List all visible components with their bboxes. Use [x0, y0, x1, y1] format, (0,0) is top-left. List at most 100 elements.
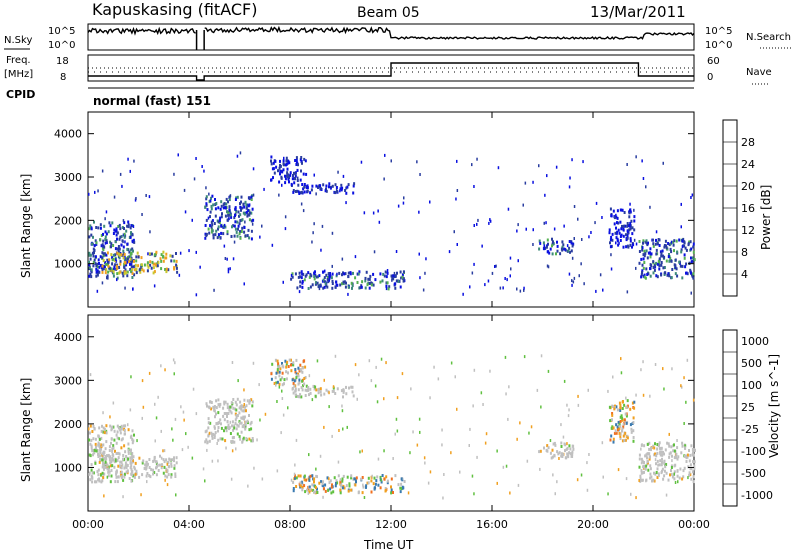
heatmap-cell	[102, 411, 104, 415]
colorbar-tick-label: 500	[741, 357, 762, 370]
heatmap-cell	[165, 458, 168, 462]
heatmap-cell	[210, 207, 213, 211]
heatmap-cell	[337, 460, 340, 464]
heatmap-cell	[562, 453, 564, 457]
heatmap-cell	[295, 161, 298, 165]
heatmap-cell	[277, 366, 280, 370]
heatmap-cell	[239, 151, 242, 155]
heatmap-cell	[173, 466, 176, 470]
heatmap-cell	[235, 209, 238, 213]
heatmap-cell	[571, 283, 573, 287]
heatmap-cell	[250, 198, 253, 201]
heatmap-cell	[652, 238, 654, 242]
heatmap-cell	[248, 236, 251, 240]
heatmap-cell	[635, 266, 637, 270]
heatmap-cell	[482, 403, 484, 406]
heatmap-cell	[595, 201, 598, 205]
heatmap-cell	[228, 408, 231, 412]
heatmap-cell	[610, 214, 613, 218]
heatmap-cell	[106, 276, 108, 280]
heatmap-cell	[485, 432, 488, 436]
heatmap-cell	[234, 421, 237, 425]
heatmap-cell	[212, 405, 215, 409]
heatmap-cell	[645, 249, 648, 253]
heatmap-cell	[546, 444, 549, 448]
heatmap-cell	[235, 415, 238, 419]
heatmap-cell	[252, 361, 255, 365]
heatmap-cell	[104, 458, 107, 462]
heatmap-cell	[317, 285, 320, 289]
heatmap-cell	[152, 271, 155, 275]
heatmap-cell	[309, 387, 312, 391]
heatmap-cell	[538, 239, 541, 243]
heatmap-cell	[283, 163, 285, 167]
heatmap-cell	[642, 257, 645, 261]
heatmap-cell	[299, 481, 302, 485]
heatmap-cell	[132, 249, 134, 253]
heatmap-cell	[281, 170, 284, 174]
heatmap-cell	[214, 207, 217, 211]
heatmap-cell	[566, 442, 568, 446]
heatmap-cell	[282, 159, 285, 163]
heatmap-cell	[347, 285, 350, 289]
heatmap-cell	[455, 197, 457, 201]
heatmap-cell	[252, 438, 254, 442]
heatmap-cell	[168, 457, 171, 461]
heatmap-cell	[656, 459, 659, 463]
heatmap-cell	[224, 206, 227, 209]
heatmap-cell	[165, 267, 168, 271]
heatmap-cell	[573, 237, 575, 240]
heatmap-cell	[95, 270, 98, 274]
heatmap-cell	[215, 399, 218, 403]
heatmap-cell	[131, 233, 134, 237]
heatmap-cell	[668, 452, 671, 456]
date-label: 13/Mar/2011	[590, 3, 686, 21]
heatmap-cell	[342, 427, 344, 431]
heatmap-cell	[626, 229, 629, 233]
heatmap-cell	[291, 378, 294, 382]
heatmap-cell	[642, 253, 645, 257]
heatmap-cell	[366, 481, 369, 485]
heatmap-cell	[125, 470, 128, 474]
heatmap-cell	[650, 448, 652, 452]
heatmap-cell	[235, 230, 238, 234]
heatmap-cell	[645, 479, 647, 483]
heatmap-cell	[374, 278, 377, 282]
heatmap-cell	[99, 458, 102, 461]
heatmap-cell	[318, 287, 321, 291]
heatmap-cell	[374, 486, 376, 490]
heatmap-cell	[641, 248, 644, 252]
heatmap-cell	[383, 274, 386, 278]
heatmap-cell	[383, 397, 385, 401]
heatmap-cell	[218, 404, 221, 408]
heatmap-cell	[210, 196, 212, 200]
heatmap-cell	[342, 280, 345, 284]
heatmap-cell	[657, 463, 660, 467]
heatmap-cell	[93, 448, 96, 452]
heatmap-cell	[138, 475, 141, 479]
heatmap-cell	[643, 254, 646, 258]
heatmap-cell	[320, 393, 323, 397]
heatmap-cell	[390, 491, 393, 495]
heatmap-cell	[340, 483, 343, 487]
heatmap-cell	[224, 257, 227, 260]
heatmap-cell	[140, 263, 143, 267]
heatmap-cell	[311, 483, 314, 487]
heatmap-cell	[261, 477, 264, 481]
heatmap-cell	[638, 465, 641, 469]
heatmap-cell	[241, 405, 244, 409]
heatmap-cell	[219, 418, 222, 422]
heatmap-cell	[130, 252, 133, 256]
heatmap-cell	[118, 437, 120, 441]
heatmap-cell	[129, 456, 132, 460]
heatmap-cell	[110, 267, 113, 271]
heatmap-cell	[275, 381, 278, 385]
heatmap-cell	[330, 485, 333, 489]
heatmap-cell	[539, 467, 541, 471]
heatmap-cell	[662, 477, 665, 481]
heatmap-cell	[673, 456, 676, 460]
heatmap-cell	[625, 245, 628, 249]
heatmap-cell	[122, 245, 125, 249]
heatmap-cell	[613, 431, 616, 435]
